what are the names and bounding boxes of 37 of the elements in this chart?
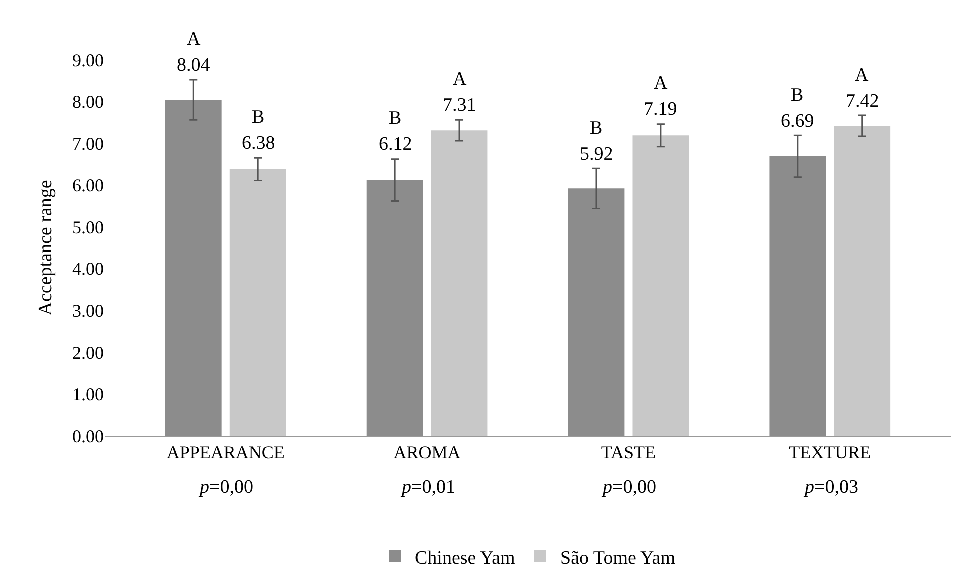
x-tick-label: TASTE — [601, 442, 656, 463]
x-tick-label: AROMA — [394, 442, 461, 463]
y-tick-label: 3.00 — [72, 300, 104, 321]
y-tick-label: 8.00 — [72, 92, 104, 112]
y-tick-label: 2.00 — [72, 342, 104, 363]
text: p=0,00 — [601, 477, 656, 498]
y-tick-label: 5.00 — [72, 217, 104, 238]
annotation: B — [590, 118, 603, 139]
data-label: 8.04 — [177, 55, 211, 76]
text: p=0,01 — [400, 477, 456, 498]
x-tick-label: APPEARANCE — [166, 442, 285, 463]
legend-label: Chinese Yam — [415, 548, 516, 569]
annotation: A — [453, 69, 467, 90]
text: p=0,00 — [198, 477, 254, 498]
y-tick-label: 7.00 — [72, 134, 104, 154]
data-label: 6.38 — [242, 133, 276, 154]
annotation: A — [654, 73, 668, 94]
data-label: 5.92 — [580, 144, 614, 165]
annotation: B — [252, 107, 265, 128]
data-label: 7.31 — [443, 95, 476, 116]
y-tick-label: 0.00 — [72, 426, 104, 446]
annotation: B — [791, 85, 804, 106]
y-tick-label: 4.00 — [72, 259, 104, 280]
data-label: 7.42 — [846, 91, 880, 112]
annotation: A — [855, 65, 869, 86]
annotation: B — [389, 108, 402, 129]
data-label: 7.19 — [644, 99, 678, 120]
legend-label: São Tome Yam — [560, 548, 676, 569]
y-tick-label: 6.00 — [72, 176, 104, 196]
y-tick-label: 1.00 — [72, 384, 104, 405]
text: p=0,03 — [803, 477, 858, 498]
y-axis-title: Acceptance range — [35, 180, 56, 316]
x-tick-label: TEXTURE — [789, 442, 872, 463]
data-label: 6.69 — [781, 111, 814, 132]
data-label: 6.12 — [379, 134, 412, 155]
text: A — [187, 29, 201, 50]
y-tick-label: 9.00 — [72, 50, 104, 70]
